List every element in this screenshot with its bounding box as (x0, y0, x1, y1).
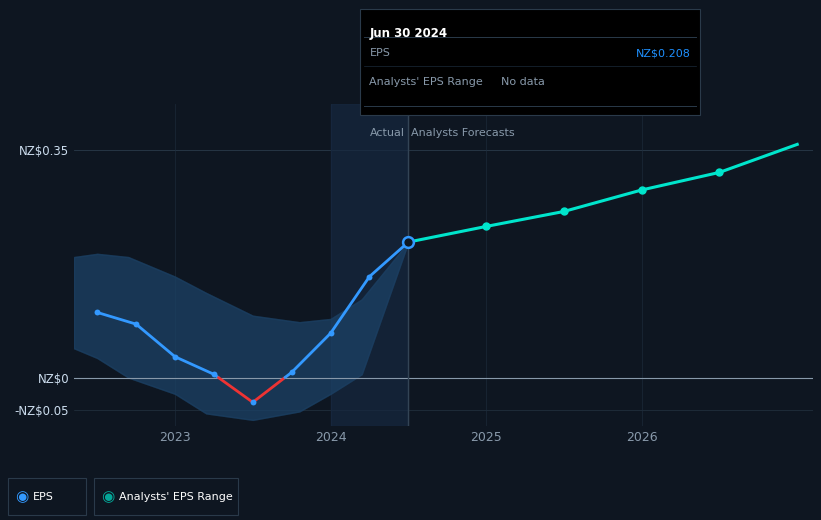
Point (479, 222, 493, 230)
Text: Actual: Actual (370, 128, 406, 138)
Text: ◉: ◉ (101, 489, 114, 504)
Point (90, 308, 103, 317)
Text: Jun 30 2024: Jun 30 2024 (369, 27, 447, 40)
Point (324, 329, 337, 337)
Text: EPS: EPS (33, 491, 53, 502)
Text: ◉: ◉ (15, 489, 28, 504)
Point (363, 272, 376, 281)
Point (713, 168, 726, 177)
Point (285, 368, 298, 376)
Point (557, 207, 571, 216)
Text: EPS: EPS (369, 48, 390, 58)
Point (401, 238, 415, 246)
Text: Analysts Forecasts: Analysts Forecasts (411, 128, 515, 138)
Text: NZ$0.208: NZ$0.208 (635, 48, 690, 58)
Point (168, 353, 181, 361)
Text: Analysts' EPS Range: Analysts' EPS Range (119, 491, 233, 502)
Point (130, 320, 143, 328)
Bar (331, 104, 408, 426)
Point (208, 370, 221, 379)
Text: Analysts' EPS Range: Analysts' EPS Range (369, 76, 484, 87)
Point (246, 398, 259, 407)
Point (635, 186, 649, 194)
Text: No data: No data (501, 76, 544, 87)
